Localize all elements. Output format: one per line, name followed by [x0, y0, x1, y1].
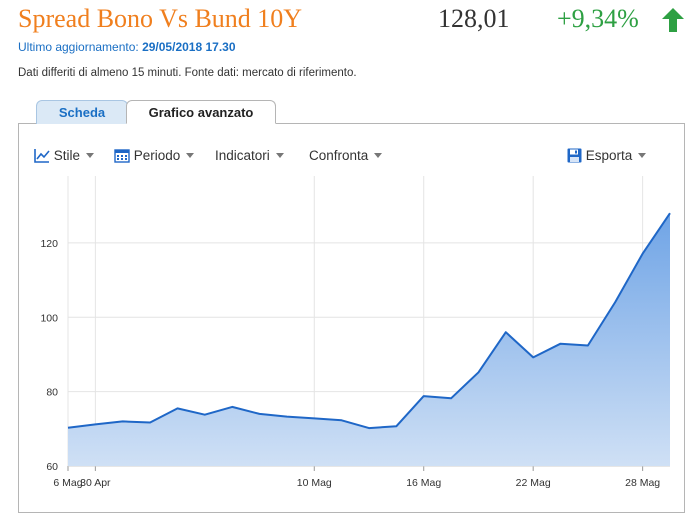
- x-tick-label: 22 Mag: [516, 477, 551, 489]
- y-tick-label: 100: [40, 312, 58, 324]
- x-tick-label: 6 Mag: [53, 477, 82, 489]
- x-tick-label: 10 Mag: [297, 477, 332, 489]
- x-tick-label: 16 Mag: [406, 477, 441, 489]
- y-tick-label: 60: [46, 461, 58, 473]
- y-tick-label: 120: [40, 238, 58, 250]
- x-tick-label: 30 Apr: [80, 477, 111, 489]
- y-tick-label: 80: [46, 387, 58, 399]
- tab-grafico-avanzato[interactable]: Grafico avanzato: [126, 100, 276, 124]
- x-tick-label: 28 Mag: [625, 477, 660, 489]
